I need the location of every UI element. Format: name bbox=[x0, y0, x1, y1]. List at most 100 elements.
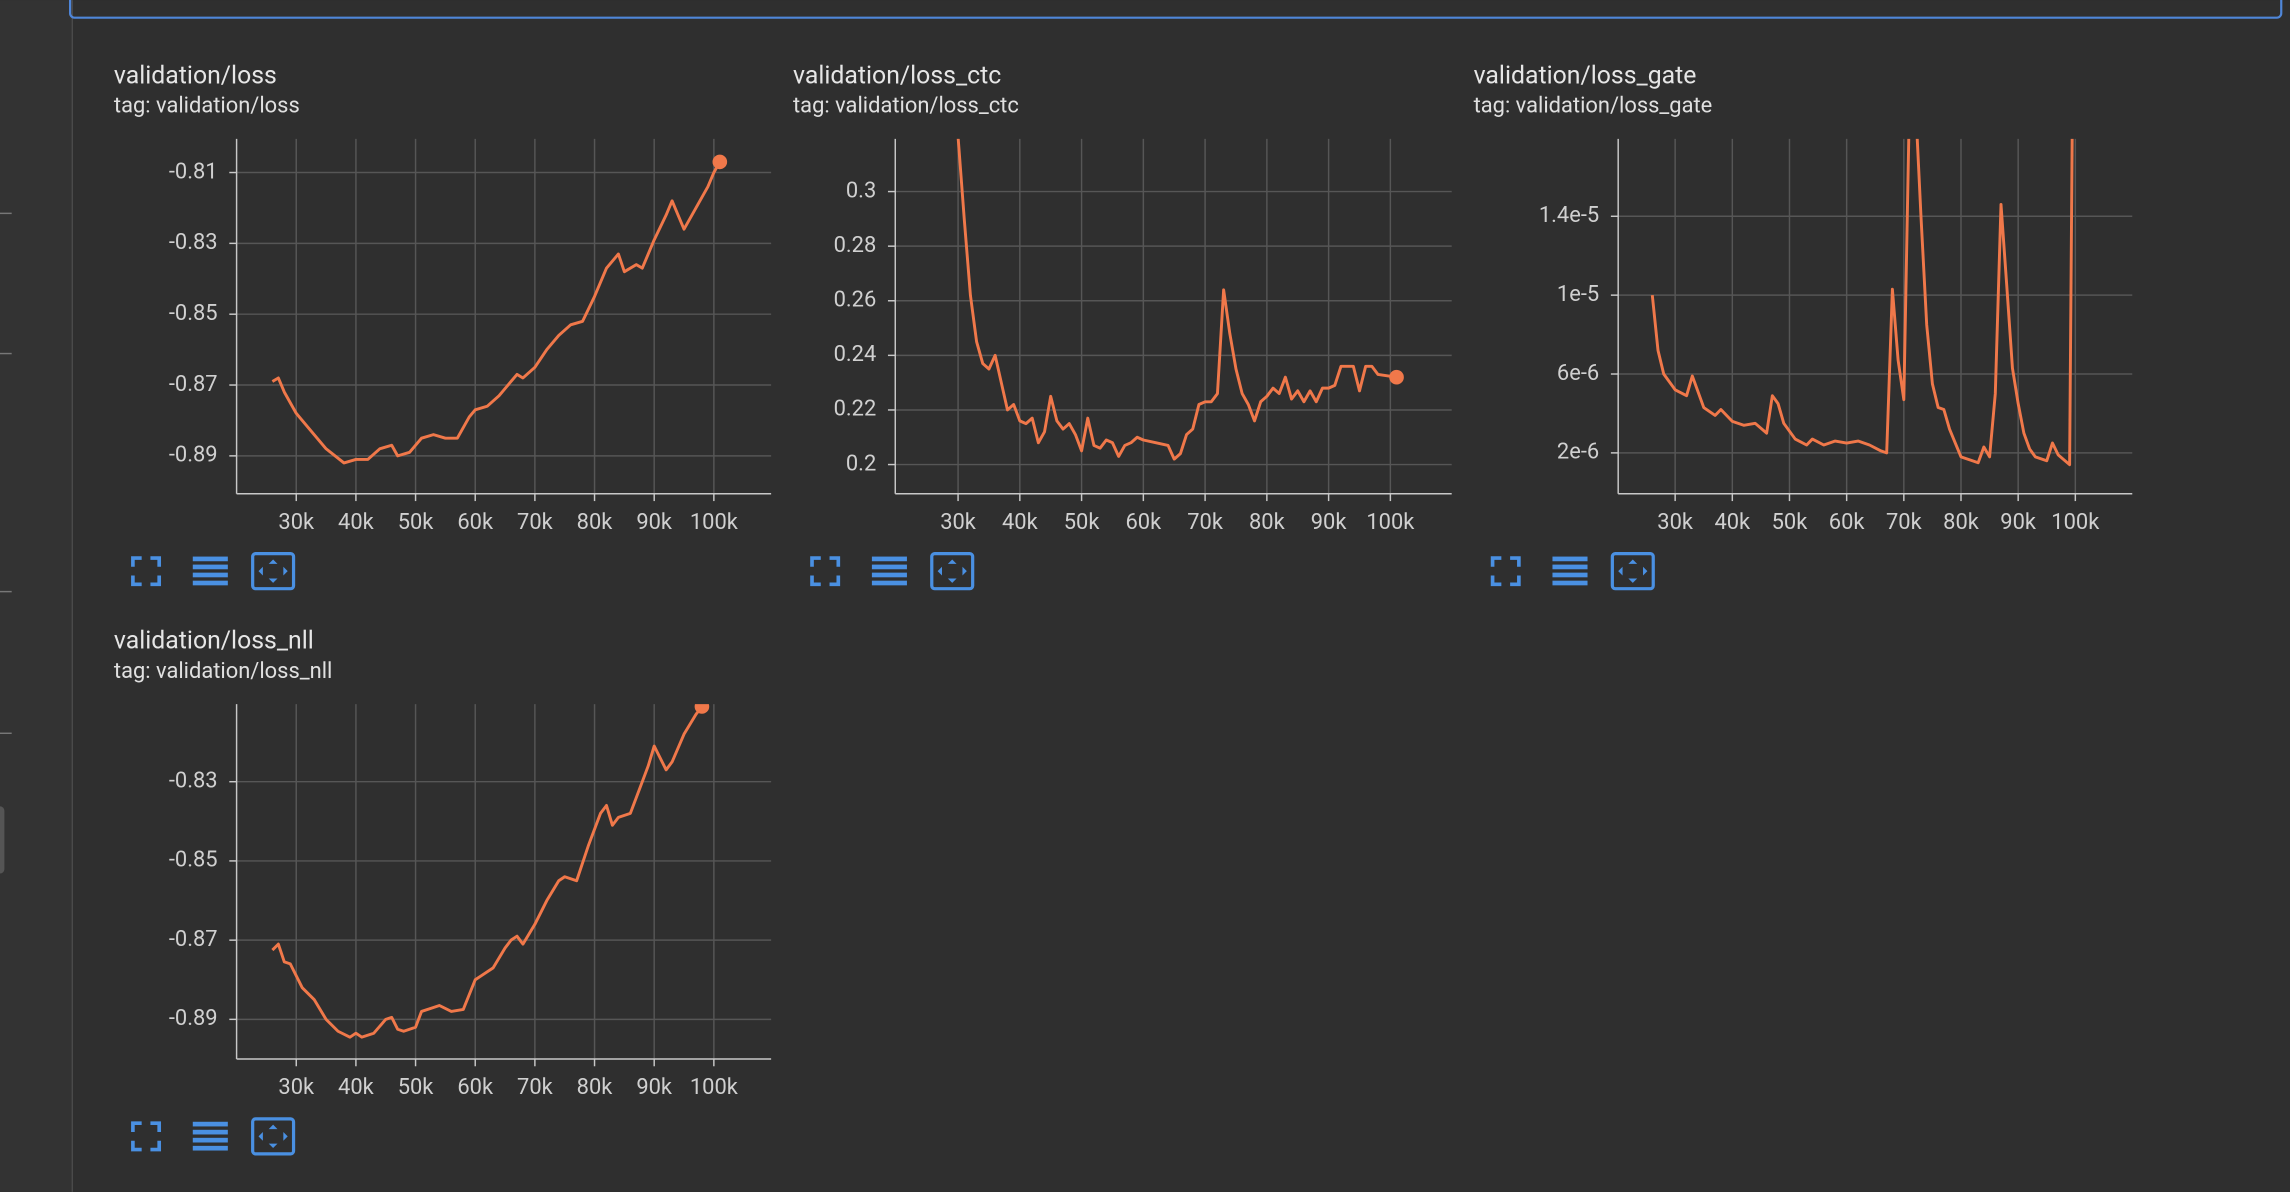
icon-part bbox=[871, 580, 907, 586]
x-tick-label: 30k bbox=[278, 1075, 315, 1100]
x-tick-label: 40k bbox=[338, 510, 375, 535]
icon-part bbox=[1552, 564, 1588, 570]
x-tick-label: 70k bbox=[517, 510, 554, 535]
y-tick-label: -0.85 bbox=[169, 848, 218, 873]
search-box[interactable] bbox=[69, 0, 2283, 19]
fullscreen-button[interactable] bbox=[131, 556, 162, 587]
icon-part bbox=[131, 556, 142, 567]
chart-card: validation/loss_gate tag: validation/loss… bbox=[1474, 61, 2133, 591]
icon-part bbox=[251, 1117, 296, 1156]
x-tick-label: 90k bbox=[1311, 510, 1348, 535]
x-tick-label: 100k bbox=[690, 510, 739, 535]
x-tick-label: 80k bbox=[1249, 510, 1286, 535]
chart-tag: tag: validation/loss bbox=[114, 94, 300, 119]
icon-part bbox=[1552, 572, 1588, 578]
y-tick-label: 1.4e-5 bbox=[1539, 203, 1599, 228]
icon-part bbox=[192, 556, 228, 562]
chart-card: validation/loss tag: validation/loss 30k 40… bbox=[114, 61, 772, 591]
icon-part bbox=[930, 552, 975, 591]
icon-part bbox=[131, 575, 142, 587]
y-tick-label: 1e-5 bbox=[1557, 282, 1599, 307]
chart-title: validation/loss_ctc bbox=[793, 61, 1001, 90]
icon-part bbox=[192, 1137, 228, 1143]
chart-tag: tag: validation/loss_ctc bbox=[793, 94, 1019, 119]
x-tick-label: 40k bbox=[1714, 510, 1751, 535]
y-tick-label: 0.3 bbox=[846, 178, 876, 203]
x-tick-label: 90k bbox=[2000, 510, 2037, 535]
y-tick-label: 0.24 bbox=[834, 342, 877, 367]
y-tick-label: -0.83 bbox=[169, 230, 218, 255]
icon-part bbox=[150, 556, 162, 567]
icon-part bbox=[150, 1140, 162, 1152]
chart-card: validation/loss_ctc tag: validation/loss_… bbox=[793, 61, 1452, 591]
icon-part bbox=[871, 572, 907, 578]
icon-part bbox=[1552, 580, 1588, 586]
x-tick-label: 30k bbox=[1657, 510, 1694, 535]
icon-part bbox=[192, 1145, 228, 1151]
x-tick-label: 50k bbox=[398, 1075, 435, 1100]
icon-part bbox=[251, 552, 296, 591]
x-tick-label: 70k bbox=[517, 1075, 554, 1100]
fit-domain-button[interactable] bbox=[251, 552, 296, 591]
icon-part bbox=[192, 572, 228, 578]
data-table-button[interactable] bbox=[192, 1121, 228, 1151]
x-tick-label: 60k bbox=[1829, 510, 1866, 535]
y-tick-label: -0.89 bbox=[169, 1006, 218, 1031]
x-tick-label: 40k bbox=[1002, 510, 1039, 535]
icon-part bbox=[1552, 556, 1588, 562]
last-point bbox=[712, 154, 728, 170]
chart-tag: tag: validation/loss_nll bbox=[114, 659, 332, 684]
icon-part bbox=[192, 580, 228, 586]
data-table-button[interactable] bbox=[871, 556, 907, 586]
x-tick-label: 70k bbox=[1187, 510, 1224, 535]
y-tick-label: 0.28 bbox=[834, 233, 877, 258]
data-table-button[interactable] bbox=[1552, 556, 1588, 586]
x-tick-label: 50k bbox=[1064, 510, 1101, 535]
x-tick-label: 60k bbox=[457, 510, 494, 535]
y-tick-label: -0.87 bbox=[169, 927, 218, 952]
y-tick-label: 0.2 bbox=[846, 451, 876, 476]
icon-part bbox=[871, 556, 907, 562]
sidebar bbox=[0, 0, 72, 1192]
last-point bbox=[694, 704, 710, 714]
x-tick-label: 30k bbox=[278, 510, 315, 535]
x-tick-label: 90k bbox=[636, 510, 673, 535]
y-tick-label: -0.83 bbox=[169, 768, 218, 793]
icon-part bbox=[150, 575, 162, 587]
y-tick-label: -0.81 bbox=[169, 159, 218, 184]
x-tick-label: 100k bbox=[1366, 510, 1415, 535]
series-line bbox=[271, 161, 722, 465]
icon-part bbox=[1510, 556, 1521, 567]
icon-part bbox=[871, 564, 907, 570]
x-tick-label: 50k bbox=[398, 510, 435, 535]
x-tick-label: 50k bbox=[1772, 510, 1809, 535]
sidebar-scroll[interactable] bbox=[0, 806, 5, 874]
charts: validation/loss tag: validation/loss 30k 40… bbox=[114, 61, 2133, 1156]
fit-domain-button[interactable] bbox=[930, 552, 975, 591]
x-tick-label: 60k bbox=[1125, 510, 1162, 535]
x-tick-label: 100k bbox=[2051, 510, 2100, 535]
x-tick-label: 60k bbox=[457, 1075, 494, 1100]
fit-domain-button[interactable] bbox=[1610, 552, 1655, 591]
icon-part bbox=[1490, 556, 1502, 567]
data-table-button[interactable] bbox=[192, 556, 228, 586]
icon-part bbox=[1490, 575, 1502, 587]
y-tick-label: -0.85 bbox=[169, 301, 218, 326]
fullscreen-button[interactable] bbox=[1490, 556, 1521, 587]
fullscreen-button[interactable] bbox=[131, 1121, 162, 1152]
icon-part bbox=[1510, 575, 1521, 587]
x-tick-label: 30k bbox=[940, 510, 977, 535]
last-point bbox=[1389, 369, 1404, 385]
chart-title: validation/loss bbox=[114, 61, 277, 90]
icon-part bbox=[192, 1121, 228, 1127]
x-tick-label: 70k bbox=[1886, 510, 1923, 535]
icon-part bbox=[810, 575, 821, 587]
chart-title: validation/loss_nll bbox=[114, 627, 314, 656]
fit-domain-button[interactable] bbox=[251, 1117, 296, 1156]
y-tick-label: 6e-6 bbox=[1557, 361, 1599, 386]
series-line bbox=[956, 138, 1397, 461]
fullscreen-button[interactable] bbox=[810, 556, 841, 587]
chart-title: validation/loss_gate bbox=[1474, 61, 1697, 90]
